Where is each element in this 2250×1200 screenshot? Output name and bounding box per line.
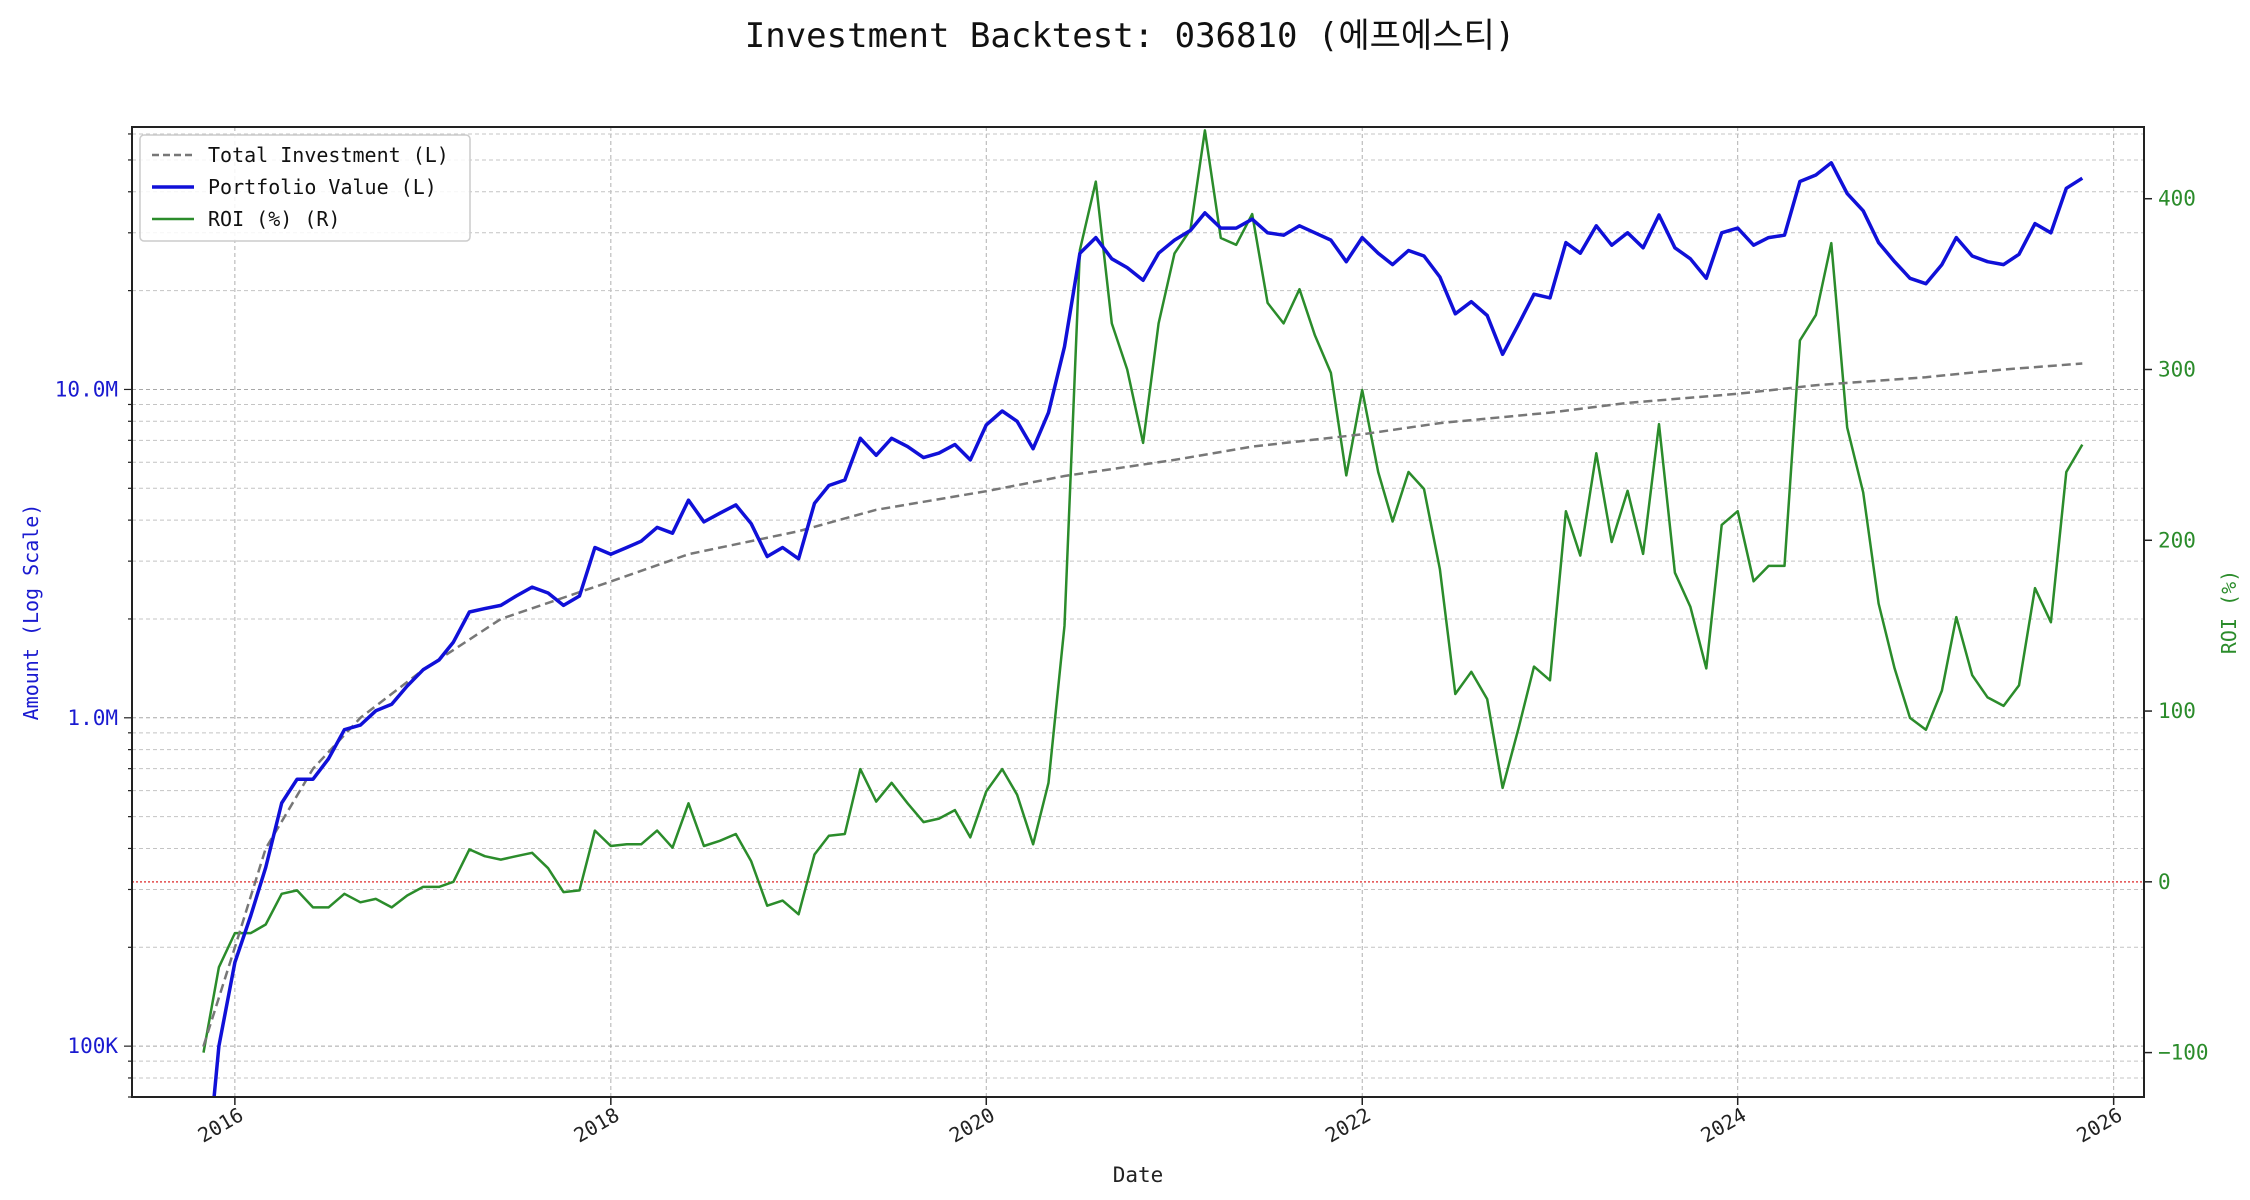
legend-label-portfolio-value: Portfolio Value (L): [208, 175, 437, 199]
series-layer: [132, 129, 2144, 1097]
plot-frame: [131, 126, 2145, 1098]
right-tick-label: 0: [2158, 870, 2171, 894]
left-tick-label: 10.0M: [55, 377, 118, 401]
grid-layer: [132, 127, 2144, 1098]
right-tick-label: 200: [2158, 528, 2196, 552]
roi-line: [202, 129, 2084, 1053]
right-tick-label: 300: [2158, 358, 2196, 382]
legend-label-total-investment: Total Investment (L): [208, 143, 449, 167]
right-tick-label: 100: [2158, 699, 2196, 723]
portfolio-value-line: [212, 161, 2084, 1097]
left-tick-label: 100K: [67, 1034, 118, 1058]
legend: Total Investment (L) Portfolio Value (L)…: [139, 134, 471, 242]
right-tick-label: 400: [2158, 187, 2196, 211]
right-tick-label: −100: [2158, 1041, 2209, 1065]
legend-box: [139, 134, 471, 242]
legend-label-roi: ROI (%) (R): [208, 207, 340, 231]
right-y-axis-label: ROI (%): [2217, 570, 2241, 654]
chart-title: Investment Backtest: 036810 (에프에스티): [745, 16, 1516, 56]
x-axis-label: Date: [1113, 1163, 1164, 1187]
left-y-axis-label: Amount (Log Scale): [19, 504, 43, 721]
left-tick-label: 1.0M: [67, 706, 118, 730]
